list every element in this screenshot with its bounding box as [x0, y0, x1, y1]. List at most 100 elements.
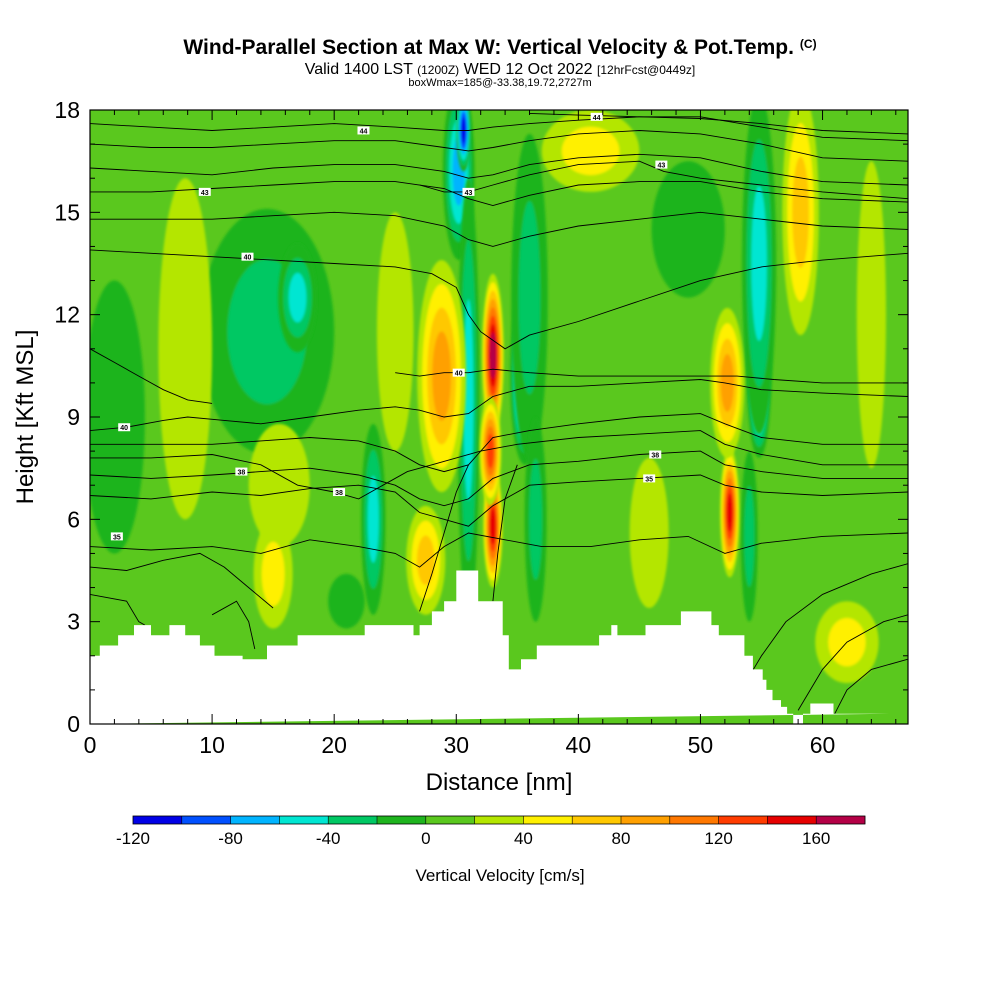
downdraft-3 — [456, 110, 471, 172]
y-tick-label: 9 — [67, 404, 80, 430]
colorbar-swatch — [718, 816, 768, 824]
colorbar-swatch — [230, 816, 280, 824]
isentrope-17 — [797, 614, 908, 711]
x-tick-label: 40 — [566, 732, 592, 758]
updraft-12 — [406, 505, 446, 615]
isentrope-label-10: 43 — [201, 190, 209, 197]
updraft-13 — [629, 457, 669, 609]
isentrope-9 — [90, 181, 908, 206]
colorbar-tick-label: -120 — [116, 829, 150, 848]
downdraft-4 — [457, 178, 480, 622]
updraft-6-band-2 — [792, 156, 809, 269]
updraft-14 — [856, 161, 887, 469]
isentrope-label-6: 40 — [455, 371, 463, 378]
x-tick-label: 50 — [688, 732, 714, 758]
y-tick-label: 3 — [67, 609, 80, 635]
colorbar-swatch — [328, 816, 378, 824]
isentrope-21 — [211, 600, 256, 650]
chart-subtitle: Valid 1400 LST (1200Z) WED 12 Oct 2022 [… — [0, 61, 1000, 79]
x-tick-label: 20 — [321, 732, 347, 758]
isentrope-label-5: 40 — [120, 425, 128, 432]
downdraft-13-band-0 — [328, 573, 365, 629]
isentrope-label-12: 43 — [657, 163, 665, 170]
isentrope-label-7: 40 — [244, 255, 252, 262]
colorbar-swatch — [523, 816, 573, 824]
updraft-8 — [248, 423, 310, 547]
updraft-2-band-6 — [489, 507, 496, 545]
isentrope-6 — [395, 368, 908, 384]
isentrope-label-bg-7 — [241, 252, 254, 261]
downdraft-11 — [361, 423, 386, 615]
colorbar-tick-label: 80 — [612, 829, 631, 848]
isentrope-label-bg-5 — [118, 423, 131, 432]
isentrope-label-11: 43 — [465, 190, 473, 197]
colorbar-swatch — [133, 816, 183, 824]
isentrope-2 — [90, 450, 908, 507]
colorbar-swatch — [377, 816, 427, 824]
y-tick-label: 6 — [67, 506, 80, 532]
y-axis-label: Height [Kft MSL] — [12, 330, 39, 505]
y-tick-label: 15 — [54, 199, 80, 225]
isentrope-20 — [90, 593, 146, 626]
downdraft-14 — [651, 161, 725, 298]
x-tick-label: 0 — [84, 732, 97, 758]
updraft-4 — [719, 447, 740, 578]
x-axis-label: Distance [nm] — [426, 769, 573, 796]
contour-labels: 35 35 38 38 38 40 40 40 43 43 43 44 44 — [110, 112, 668, 541]
downdraft-7 — [524, 416, 547, 622]
isentrope-label-bg-3 — [333, 488, 346, 497]
downdraft-0 — [199, 208, 335, 455]
isentrope-label-bg-2 — [235, 467, 248, 476]
updraft-3 — [479, 396, 502, 506]
isentrope-label-bg-1 — [643, 474, 656, 483]
isentrope-label-bg-12 — [655, 160, 668, 169]
colorbar-swatch — [572, 816, 622, 824]
updraft-9-band-1 — [261, 541, 285, 607]
updraft-7 — [541, 110, 640, 192]
updraft-11 — [158, 178, 213, 520]
colorbar-label: Vertical Velocity [cm/s] — [415, 866, 584, 885]
colorbar-swatch — [767, 816, 817, 824]
isentrope-label-bg-10 — [198, 187, 211, 196]
valid-utc: (1200Z) — [417, 63, 460, 77]
updraft-13-band-0 — [629, 457, 669, 609]
downdraft-12 — [90, 280, 145, 554]
updraft-3-band-5 — [486, 433, 494, 469]
downdraft-1-band-2 — [288, 272, 307, 323]
isentrope-3 — [90, 430, 908, 500]
valid-date: WED 12 Oct 2022 — [463, 61, 593, 78]
updraft-10 — [376, 212, 414, 452]
colorbar-tick-label: 120 — [704, 829, 732, 848]
downdraft-6-band-1 — [518, 201, 541, 395]
terrain — [90, 570, 890, 724]
isentrope-5 — [90, 379, 908, 432]
box-max-info: boxWmax=185@-33.38,19.72,2727m — [408, 77, 592, 89]
x-tick-label: 10 — [199, 732, 225, 758]
isentrope-label-14: 44 — [593, 115, 601, 122]
isentrope-8 — [90, 211, 908, 247]
forecast-info: [12hrFcst@0449z] — [597, 63, 696, 77]
downdraft-10 — [740, 451, 758, 622]
isentrope-19 — [90, 552, 274, 609]
isentrope-label-1: 35 — [645, 476, 653, 483]
isentrope-7 — [90, 249, 908, 350]
isentrope-label-3: 38 — [335, 490, 343, 497]
updraft-8-band-0 — [248, 423, 310, 547]
updraft-5 — [710, 307, 745, 458]
colorbar-swatch — [425, 816, 475, 824]
chart-title-text: Wind-Parallel Section at Max W: Vertical… — [183, 36, 794, 59]
updraft-0 — [417, 260, 467, 493]
colorbar: -120 -80 -40 0 40 80 120 160 — [116, 815, 866, 848]
downdraft-12-band-0 — [90, 280, 145, 554]
colorbar-tick-label: -80 — [218, 829, 243, 848]
downdraft-9-band-2 — [751, 186, 767, 341]
isentrope-label-bg-0 — [110, 532, 123, 541]
updraft-12-band-2 — [416, 535, 435, 586]
isentrope-label-0: 35 — [113, 534, 121, 541]
colorbar-swatch — [669, 816, 719, 824]
colorbar-tick-label: 160 — [802, 829, 830, 848]
y-tick-label: 12 — [54, 302, 80, 328]
isentrope-label-4: 38 — [651, 453, 659, 460]
downdraft-9 — [741, 110, 777, 435]
